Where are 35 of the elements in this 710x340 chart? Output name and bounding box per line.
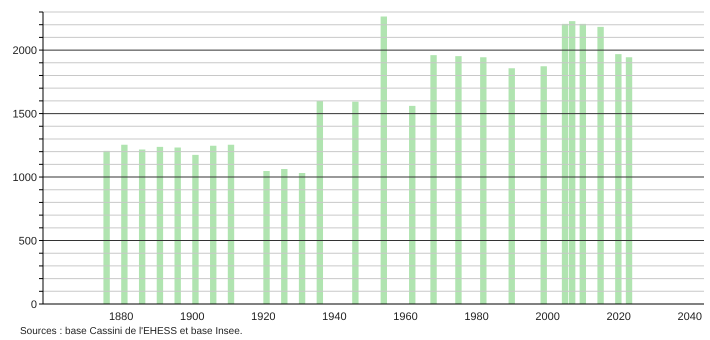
bar <box>508 68 515 304</box>
bar <box>174 147 181 304</box>
x-tick-label: 1980 <box>464 310 489 323</box>
bar <box>138 149 146 304</box>
bar <box>316 100 324 304</box>
bar <box>281 169 288 304</box>
source-note: Sources : base Cassini de l'EHESS et base Insee. <box>20 326 244 337</box>
bar <box>298 172 306 304</box>
y-tick-label: 1500 <box>12 108 37 120</box>
bar <box>540 66 547 304</box>
x-tick-label: 2000 <box>535 310 560 323</box>
bar <box>480 57 487 304</box>
y-tick-label: 1000 <box>12 172 37 184</box>
bar <box>409 106 416 304</box>
x-tick-label: 2040 <box>678 310 702 323</box>
bar <box>210 146 216 304</box>
x-tick-label: 1940 <box>322 310 347 323</box>
bar <box>597 26 604 304</box>
bar <box>156 146 164 304</box>
x-tick-label: 1960 <box>393 310 418 323</box>
x-tick-label: 1900 <box>180 310 204 323</box>
bar <box>352 102 359 304</box>
y-tick-label: 500 <box>18 235 37 248</box>
bar <box>103 150 110 304</box>
x-tick-label: 2020 <box>606 310 631 323</box>
bar <box>121 144 128 304</box>
y-tick-label: 2000 <box>12 44 37 57</box>
bar <box>615 54 622 304</box>
x-tick-label: 1920 <box>251 310 276 323</box>
x-tick-label: 1880 <box>108 310 134 323</box>
bar <box>580 24 586 304</box>
bar <box>430 55 437 304</box>
bar <box>455 56 462 304</box>
bar <box>380 16 388 304</box>
y-tick-label: 0 <box>30 298 37 311</box>
